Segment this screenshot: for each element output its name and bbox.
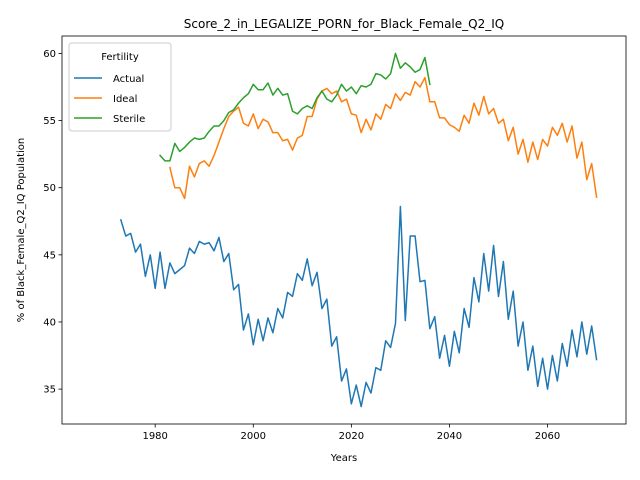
series-layer bbox=[119, 52, 598, 408]
legend-label-actual: Actual bbox=[113, 74, 144, 85]
series-line-sterile bbox=[159, 52, 431, 162]
y-axis-label: % of Black_Female_Q2_IQ Population bbox=[16, 138, 27, 322]
plot-frame bbox=[61, 35, 627, 425]
legend-label-ideal: Ideal bbox=[113, 94, 137, 105]
x-tick-label: 2020 bbox=[339, 431, 364, 442]
chart-title: Score_2_in_LEGALIZE_PORN_for_Black_Femal… bbox=[184, 17, 504, 31]
x-tick-label: 1980 bbox=[142, 431, 167, 442]
series-line-ideal bbox=[168, 76, 598, 200]
legend-label-sterile: Sterile bbox=[113, 114, 145, 125]
x-axis: 1980 2000 2020 2040 2060 bbox=[142, 424, 560, 442]
y-tick-label: 40 bbox=[43, 317, 56, 328]
y-tick-label: 45 bbox=[43, 250, 56, 261]
y-tick-label: 50 bbox=[43, 183, 56, 194]
series-line-actual bbox=[119, 205, 598, 408]
y-tick-label: 55 bbox=[43, 116, 56, 127]
legend-box bbox=[68, 42, 172, 132]
x-tick-label: 2060 bbox=[535, 431, 560, 442]
y-tick-label: 35 bbox=[43, 385, 56, 396]
x-tick-label: 2040 bbox=[437, 431, 462, 442]
x-tick-label: 2000 bbox=[241, 431, 266, 442]
y-tick-label: 60 bbox=[43, 49, 56, 60]
legend: Fertility Actual Ideal Sterile bbox=[68, 42, 172, 132]
legend-title: Fertility bbox=[101, 52, 139, 63]
x-axis-label: Years bbox=[330, 453, 357, 464]
y-axis: 35 40 45 50 55 60 bbox=[43, 49, 62, 396]
